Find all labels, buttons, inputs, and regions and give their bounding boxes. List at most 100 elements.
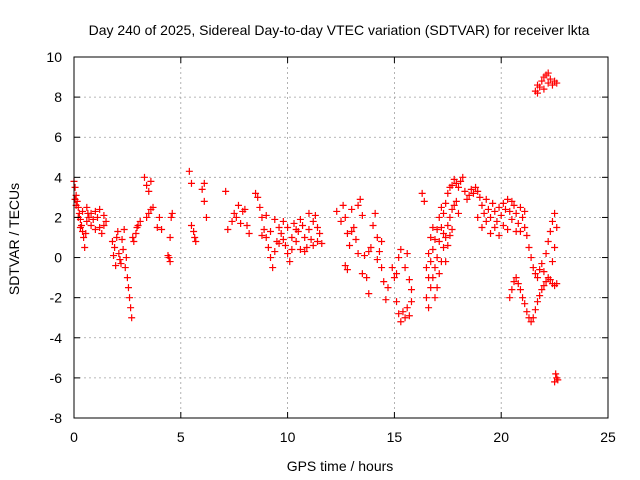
data-point	[271, 248, 279, 256]
data-point	[478, 201, 486, 209]
data-point	[111, 244, 119, 252]
data-point	[348, 227, 356, 235]
data-point	[284, 223, 292, 231]
data-point	[87, 209, 95, 217]
data-point	[140, 173, 148, 181]
data-point	[431, 294, 439, 302]
data-point	[350, 223, 358, 231]
data-point	[343, 266, 351, 274]
data-point	[91, 207, 99, 215]
data-point	[337, 217, 345, 225]
data-point	[435, 213, 443, 221]
data-point	[354, 201, 362, 209]
data-point	[126, 294, 134, 302]
data-point	[531, 306, 539, 314]
data-point	[476, 193, 484, 201]
data-point	[553, 223, 561, 231]
data-point	[83, 217, 91, 225]
data-point	[81, 244, 89, 252]
data-point	[108, 238, 116, 246]
data-point	[440, 229, 448, 237]
data-point	[420, 197, 428, 205]
data-point	[444, 221, 452, 229]
data-point	[228, 217, 236, 225]
data-point	[403, 250, 411, 258]
data-point	[341, 213, 349, 221]
data-point	[128, 314, 136, 322]
data-point	[378, 264, 386, 272]
data-point	[279, 236, 287, 244]
data-point	[546, 227, 554, 235]
data-point	[96, 223, 104, 231]
data-point	[534, 89, 542, 97]
data-point	[538, 77, 546, 85]
data-point	[540, 268, 548, 276]
data-point	[200, 179, 208, 187]
data-point	[145, 187, 153, 195]
data-point	[431, 236, 439, 244]
data-point	[478, 223, 486, 231]
data-point	[305, 225, 313, 233]
data-point	[422, 294, 430, 302]
data-point	[495, 203, 503, 211]
data-point	[123, 274, 131, 282]
data-point	[83, 203, 91, 211]
data-point	[531, 270, 539, 278]
data-point	[348, 205, 356, 213]
data-point	[433, 284, 441, 292]
data-points	[70, 69, 562, 386]
data-point	[234, 201, 242, 209]
data-point	[198, 185, 206, 193]
data-point	[267, 227, 275, 235]
data-point	[309, 242, 317, 250]
data-point	[166, 258, 174, 266]
data-point	[529, 264, 537, 272]
data-point	[112, 262, 120, 270]
data-point	[121, 264, 129, 272]
data-point	[454, 183, 462, 191]
data-point	[314, 238, 322, 246]
data-point	[440, 209, 448, 217]
data-point	[384, 284, 392, 292]
data-point	[365, 248, 373, 256]
data-point	[553, 280, 561, 288]
data-point	[491, 207, 499, 215]
data-point	[269, 264, 277, 272]
data-point	[153, 223, 161, 231]
data-point	[442, 258, 450, 266]
data-point	[482, 195, 490, 203]
data-point	[110, 252, 118, 260]
data-point	[521, 300, 529, 308]
data-point	[98, 229, 106, 237]
x-tick-label: 0	[70, 429, 78, 445]
data-point	[288, 234, 296, 241]
data-point	[305, 209, 313, 217]
y-tick-label: -2	[50, 290, 63, 306]
data-point	[452, 197, 460, 205]
data-point	[544, 79, 552, 87]
data-point	[262, 234, 270, 241]
data-point	[380, 278, 388, 286]
data-point	[480, 209, 488, 217]
y-tick-label: -8	[50, 410, 63, 426]
data-point	[301, 248, 309, 256]
data-point	[544, 238, 552, 246]
data-point	[499, 199, 507, 207]
data-point	[534, 274, 542, 282]
data-point	[536, 292, 544, 300]
data-point	[538, 286, 546, 294]
x-tick-label: 15	[387, 429, 403, 445]
data-point	[401, 314, 409, 322]
data-point	[418, 189, 426, 197]
data-point	[538, 260, 546, 268]
data-point	[252, 189, 260, 197]
data-point	[427, 284, 435, 292]
data-point	[114, 227, 122, 235]
data-point	[399, 308, 407, 316]
data-point	[185, 167, 193, 175]
data-point	[166, 234, 174, 241]
data-point	[540, 282, 548, 290]
data-point	[187, 221, 195, 229]
data-point	[437, 203, 445, 211]
data-point	[365, 290, 373, 298]
